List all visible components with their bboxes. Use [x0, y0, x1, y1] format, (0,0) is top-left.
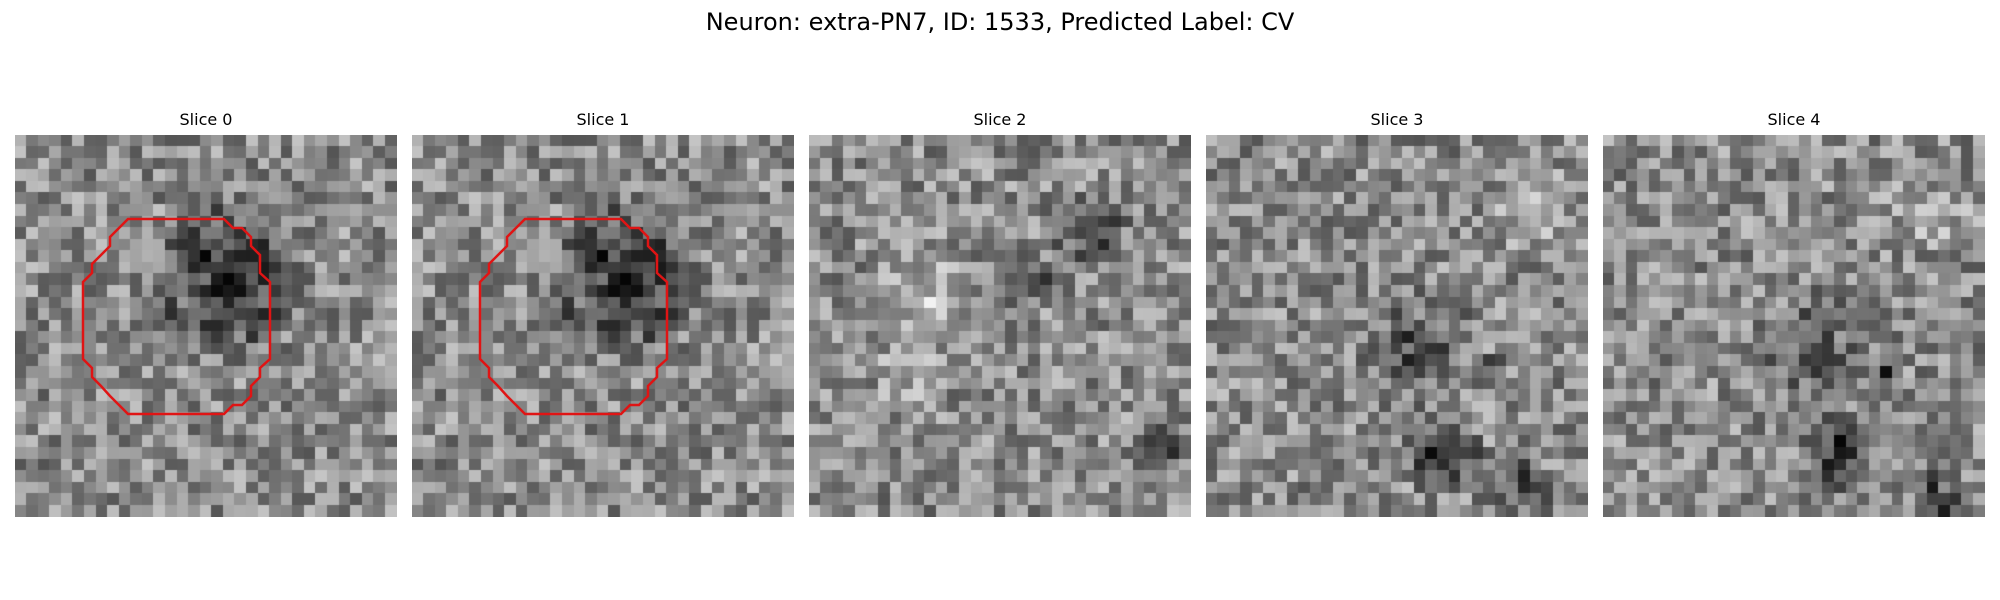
slice-image — [1603, 135, 1985, 517]
slice-panel-0: Slice 0 — [15, 110, 397, 517]
slice-image — [412, 135, 794, 517]
slice-title: Slice 4 — [1767, 110, 1821, 129]
slice-panel-2: Slice 2 — [809, 110, 1191, 517]
slice-title: Slice 1 — [576, 110, 630, 129]
slice-panel-3: Slice 3 — [1206, 110, 1588, 517]
slice-title: Slice 0 — [179, 110, 233, 129]
slice-image — [809, 135, 1191, 517]
slice-title: Slice 2 — [973, 110, 1027, 129]
slice-image — [1206, 135, 1588, 517]
figure-title: Neuron: extra-PN7, ID: 1533, Predicted L… — [705, 8, 1295, 36]
slice-panel-4: Slice 4 — [1603, 110, 1985, 517]
slice-image — [15, 135, 397, 517]
slice-title: Slice 3 — [1370, 110, 1424, 129]
slice-panel-1: Slice 1 — [412, 110, 794, 517]
